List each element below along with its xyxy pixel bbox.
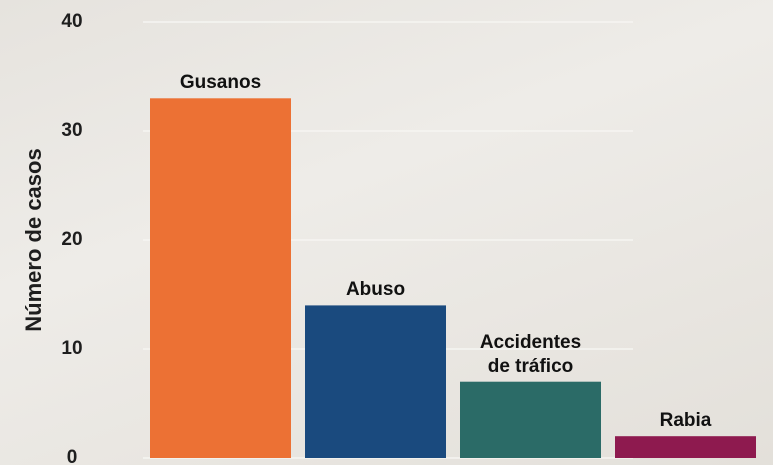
category-label: Abuso xyxy=(313,278,438,302)
bar xyxy=(305,305,446,458)
y-tick-label: 40 xyxy=(61,11,82,32)
y-axis-label: Número de casos xyxy=(21,148,46,331)
bar xyxy=(615,436,756,458)
chart-svg: Número de casos 0 10 20 30 40 xyxy=(0,0,773,465)
chart: Número de casos 0 10 20 30 40 Gusanos Abuso Ac… xyxy=(0,0,773,465)
y-tick-label: 10 xyxy=(61,338,82,359)
category-label: Accidentes de tráfico xyxy=(468,331,593,379)
category-label: Gusanos xyxy=(158,71,283,95)
category-label: Rabia xyxy=(623,409,748,433)
y-tick-label: 30 xyxy=(61,120,82,141)
y-tick-label: 0 xyxy=(67,447,78,465)
bar xyxy=(460,382,601,458)
y-tick-label: 20 xyxy=(61,229,82,250)
bar xyxy=(150,98,291,458)
